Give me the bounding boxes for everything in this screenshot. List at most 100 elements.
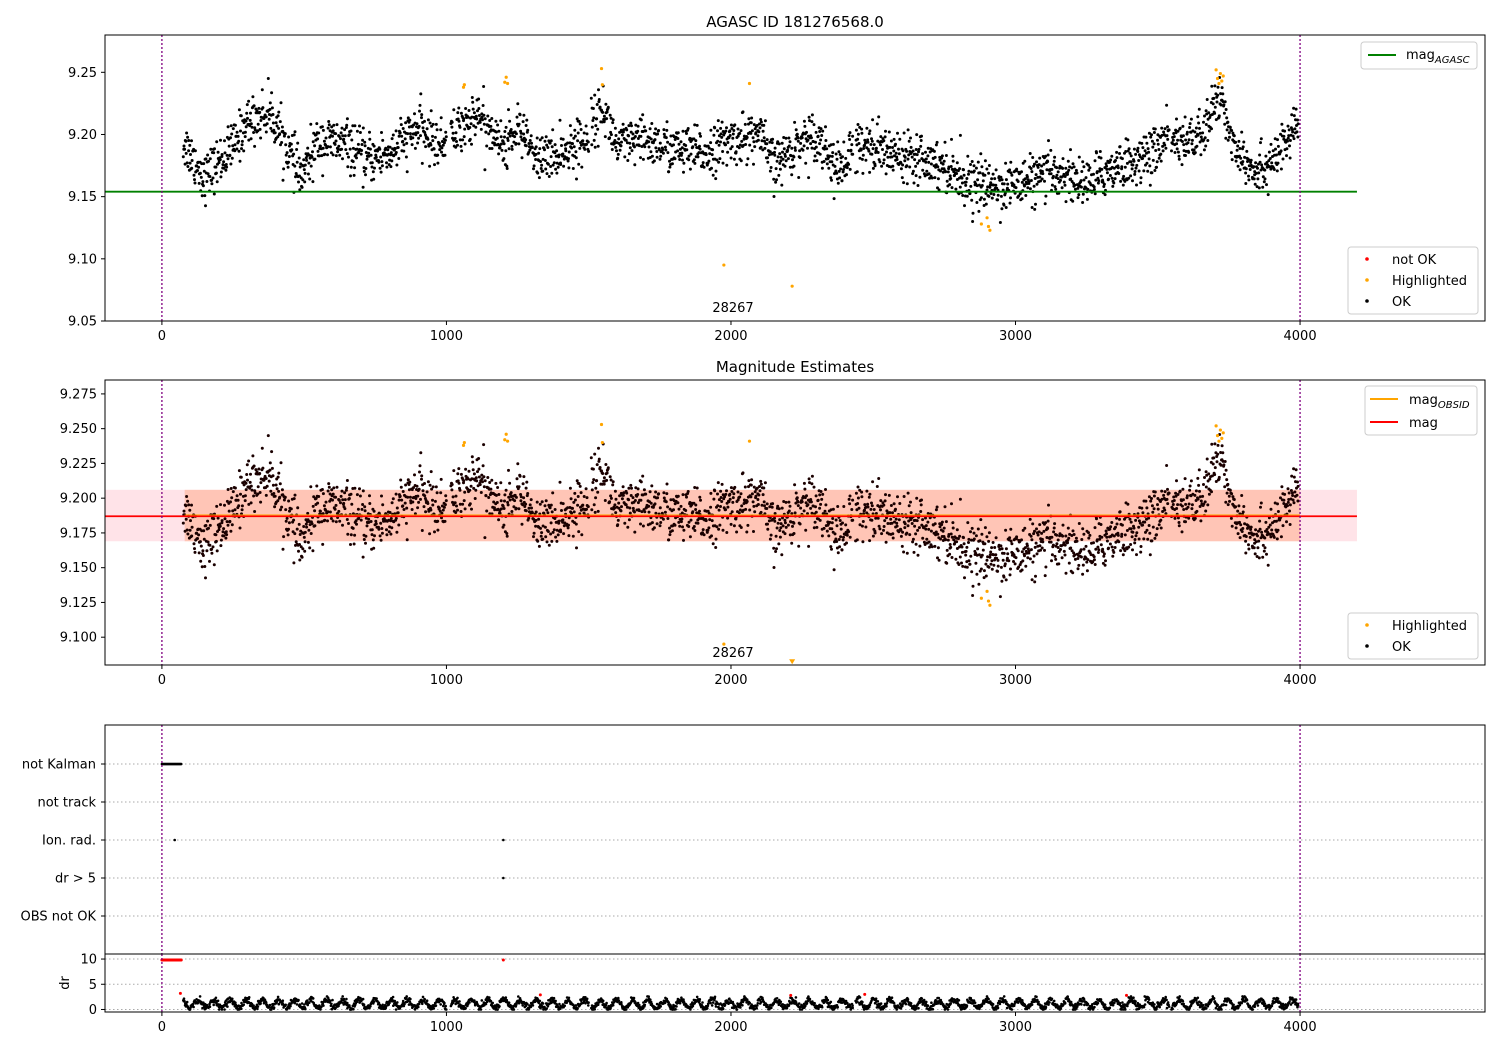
ok-point: [215, 180, 219, 184]
ok-point: [1204, 144, 1208, 148]
ok-point: [228, 153, 232, 157]
ok-point: [707, 159, 711, 163]
ok-point: [1176, 493, 1180, 496]
ok-point: [806, 146, 809, 150]
ok-point: [1279, 149, 1283, 153]
ok-point: [659, 521, 663, 524]
panel1-title: AGASC ID 181276568.0: [706, 13, 884, 31]
ok-point: [1267, 150, 1271, 154]
ok-point: [740, 139, 744, 143]
ok-point: [835, 546, 839, 550]
ok-point: [831, 507, 835, 511]
ok-point: [186, 165, 190, 168]
ok-point: [560, 144, 563, 147]
ok-point: [1133, 172, 1137, 176]
ok-point: [538, 138, 542, 142]
ok-point: [1081, 563, 1085, 567]
ok-point: [768, 537, 772, 541]
ok-point: [429, 470, 433, 474]
ok-point: [1173, 516, 1177, 520]
ok-point: [877, 115, 881, 119]
ok-point: [847, 497, 851, 501]
ok-point: [1117, 172, 1121, 175]
ok-point: [239, 492, 242, 496]
ok-point: [404, 521, 408, 525]
ok-point: [907, 139, 911, 143]
ok-point: [509, 491, 513, 495]
ok-point: [1236, 144, 1240, 148]
ok-point: [614, 497, 618, 501]
ok-point: [1115, 150, 1119, 154]
ok-point: [821, 129, 825, 133]
ok-point: [978, 171, 982, 175]
ok-point: [694, 143, 698, 147]
ok-point: [1059, 548, 1062, 551]
ok-point: [1184, 502, 1188, 506]
ok-point: [438, 148, 442, 152]
ok-point: [416, 494, 420, 498]
ok-point: [303, 171, 307, 175]
ok-point: [1159, 526, 1163, 530]
ok-point: [1044, 194, 1048, 198]
ok-point: [884, 540, 888, 544]
ok-point: [729, 522, 733, 526]
ok-point: [252, 131, 256, 134]
ok-point: [844, 523, 848, 527]
ok-point: [484, 494, 488, 498]
ok-point: [218, 524, 222, 528]
ok-point: [759, 479, 763, 483]
ok-point: [892, 502, 896, 506]
ok-point: [483, 479, 487, 483]
ok-point: [1234, 159, 1238, 163]
ok-point: [417, 500, 421, 504]
ok-point: [548, 506, 552, 510]
ok-point: [907, 504, 911, 508]
ok-point: [348, 147, 352, 151]
ok-point: [1175, 507, 1179, 510]
ok-point: [570, 511, 574, 515]
ok-point: [1193, 130, 1197, 134]
ok-point: [1292, 137, 1296, 141]
ok-point: [418, 103, 422, 107]
ok-point: [444, 130, 448, 134]
ok-point: [389, 151, 393, 155]
ok-point: [848, 131, 852, 135]
ok-point: [1224, 136, 1228, 140]
ok-point: [1254, 161, 1258, 165]
ok-point: [558, 480, 562, 484]
ok-point: [1150, 171, 1154, 175]
ok-point: [814, 130, 818, 134]
ok-point: [636, 501, 640, 505]
ok-point: [540, 163, 544, 167]
ok-point: [802, 509, 806, 513]
ok-point: [532, 517, 536, 521]
ok-point: [417, 124, 421, 128]
ok-point: [949, 165, 953, 168]
ok-point: [1156, 142, 1160, 146]
ok-point: [469, 484, 473, 488]
ok-point: [488, 119, 492, 122]
ok-point: [927, 527, 931, 531]
ok-point: [320, 520, 324, 524]
ok-point: [433, 530, 436, 534]
ok-point: [1024, 564, 1028, 568]
ok-point: [1161, 149, 1165, 153]
ok-point: [1087, 536, 1091, 540]
ok-point: [323, 518, 327, 522]
ok-point: [303, 540, 307, 544]
ok-point: [275, 487, 279, 491]
ok-point: [286, 533, 290, 537]
ok-point: [342, 137, 346, 141]
ok-point: [336, 147, 340, 151]
ok-point: [825, 529, 829, 533]
ok-point: [1178, 489, 1182, 493]
ok-point: [1176, 150, 1180, 154]
ok-point: [1196, 133, 1200, 137]
ok-point: [788, 504, 792, 508]
ok-point: [461, 138, 465, 142]
ok-point: [890, 521, 894, 525]
highlighted-point: [461, 85, 466, 89]
ok-point: [431, 503, 435, 507]
ok-point: [235, 494, 239, 498]
